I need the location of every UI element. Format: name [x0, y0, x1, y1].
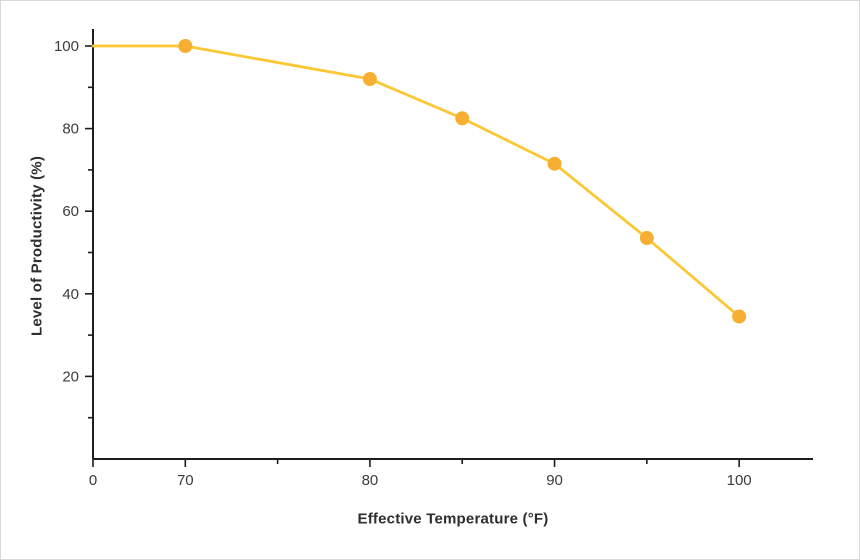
y-axis-title: Level of Productivity (%)	[28, 155, 46, 337]
y-tick-label: 40	[62, 286, 79, 303]
x-tick-label: 0	[89, 472, 97, 489]
y-tick-label: 100	[54, 38, 79, 55]
x-axis-title: Effective Temperature (°F)	[357, 510, 549, 528]
y-tick-label: 60	[62, 203, 79, 220]
productivity-line	[91, 44, 741, 318]
data-point-marker	[547, 156, 562, 171]
x-tick-label: 80	[362, 472, 379, 489]
data-point-marker	[178, 39, 193, 53]
x-tick-label: 90	[546, 472, 563, 489]
x-tick-label: 70	[177, 472, 194, 489]
data-point-marker	[639, 231, 654, 246]
data-point-marker	[362, 72, 377, 87]
data-point-marker	[732, 309, 747, 324]
y-tick-label: 20	[62, 368, 79, 385]
y-tick-label: 80	[62, 121, 79, 138]
x-tick-label: 100	[727, 472, 752, 489]
data-point-marker	[455, 111, 470, 126]
